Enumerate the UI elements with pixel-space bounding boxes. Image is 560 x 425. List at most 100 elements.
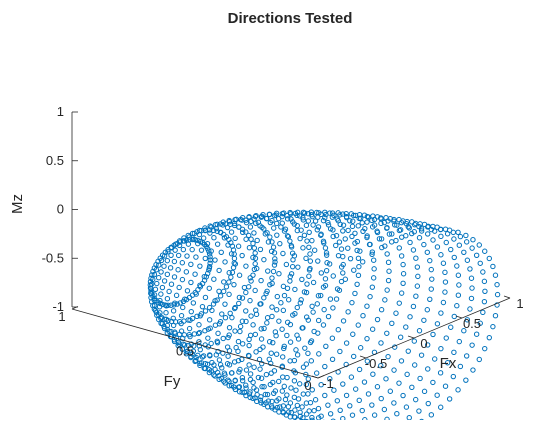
data-point bbox=[457, 243, 461, 247]
data-point bbox=[189, 262, 193, 266]
data-point bbox=[212, 277, 216, 281]
data-point bbox=[199, 248, 203, 252]
data-point bbox=[487, 335, 491, 339]
data-point bbox=[449, 325, 453, 329]
data-point bbox=[167, 289, 171, 293]
data-point bbox=[418, 376, 422, 380]
data-point bbox=[306, 219, 310, 223]
data-point bbox=[350, 234, 354, 238]
data-point bbox=[470, 246, 474, 250]
data-point bbox=[271, 245, 275, 249]
data-point bbox=[280, 327, 284, 331]
data-point bbox=[414, 397, 418, 401]
data-point bbox=[226, 378, 230, 382]
data-point bbox=[344, 341, 348, 345]
data-point bbox=[324, 268, 328, 272]
x-tick-label: 0.5 bbox=[463, 316, 481, 331]
data-point bbox=[323, 393, 327, 397]
data-point bbox=[361, 314, 365, 318]
data-point bbox=[233, 329, 237, 333]
data-point bbox=[330, 357, 334, 361]
data-point bbox=[221, 336, 225, 340]
data-point bbox=[304, 223, 308, 227]
data-point bbox=[301, 365, 305, 369]
data-point bbox=[379, 396, 383, 400]
data-point bbox=[294, 388, 298, 392]
data-point bbox=[392, 401, 396, 405]
data-point bbox=[481, 270, 485, 274]
data-point bbox=[443, 280, 447, 284]
data-point bbox=[417, 409, 421, 413]
data-point bbox=[285, 393, 289, 397]
data-point bbox=[265, 321, 269, 325]
data-point bbox=[447, 397, 451, 401]
data-point bbox=[335, 399, 339, 403]
data-point bbox=[279, 301, 283, 305]
data-point bbox=[201, 354, 205, 358]
data-point bbox=[487, 256, 491, 260]
data-point bbox=[394, 238, 398, 242]
data-point bbox=[238, 329, 242, 333]
data-point bbox=[482, 299, 486, 303]
data-point bbox=[307, 409, 311, 413]
data-point bbox=[404, 405, 408, 409]
data-point bbox=[478, 261, 482, 265]
data-point bbox=[285, 286, 289, 290]
data-point bbox=[392, 368, 396, 372]
data-point bbox=[419, 353, 423, 357]
data-point bbox=[312, 408, 316, 412]
data-point bbox=[411, 248, 415, 252]
data-point bbox=[187, 326, 191, 330]
data-point bbox=[157, 276, 161, 280]
data-point bbox=[328, 412, 332, 416]
data-point bbox=[162, 279, 166, 283]
data-point bbox=[174, 293, 178, 297]
data-point bbox=[401, 281, 405, 285]
data-point bbox=[247, 285, 251, 289]
data-point bbox=[394, 311, 398, 315]
data-point bbox=[407, 416, 411, 420]
data-point bbox=[366, 392, 370, 396]
data-point bbox=[452, 314, 456, 318]
data-point bbox=[160, 285, 164, 289]
data-point bbox=[193, 272, 197, 276]
data-point bbox=[425, 250, 429, 254]
x-tick-mark bbox=[504, 296, 510, 298]
data-point bbox=[220, 312, 224, 316]
data-point bbox=[172, 275, 176, 279]
data-point bbox=[457, 283, 461, 287]
data-point bbox=[237, 273, 241, 277]
data-point bbox=[445, 232, 449, 236]
data-point bbox=[302, 233, 306, 237]
data-point bbox=[277, 272, 281, 276]
data-point bbox=[416, 274, 420, 278]
data-point bbox=[315, 302, 319, 306]
data-point bbox=[271, 269, 275, 273]
data-point bbox=[300, 405, 304, 409]
data-point bbox=[168, 266, 172, 270]
data-point bbox=[155, 281, 159, 285]
data-point bbox=[217, 268, 221, 272]
data-point bbox=[456, 388, 460, 392]
data-point bbox=[470, 286, 474, 290]
data-point bbox=[304, 256, 308, 260]
data-point bbox=[382, 407, 386, 411]
data-point bbox=[455, 304, 459, 308]
x-tick-label: -1 bbox=[322, 376, 334, 391]
data-point bbox=[270, 276, 274, 280]
data-point bbox=[346, 310, 350, 314]
data-point bbox=[357, 367, 361, 371]
data-point bbox=[227, 325, 231, 329]
data-point bbox=[362, 380, 366, 384]
data-point bbox=[462, 250, 466, 254]
data-point bbox=[468, 307, 472, 311]
data-point bbox=[356, 273, 360, 277]
data-point bbox=[398, 335, 402, 339]
data-point bbox=[414, 256, 418, 260]
data-point bbox=[307, 245, 311, 249]
z-tick-label: 1 bbox=[57, 104, 64, 119]
data-point bbox=[341, 254, 345, 258]
x-tick-mark bbox=[312, 376, 318, 378]
data-point bbox=[397, 381, 401, 385]
data-point bbox=[301, 246, 305, 250]
